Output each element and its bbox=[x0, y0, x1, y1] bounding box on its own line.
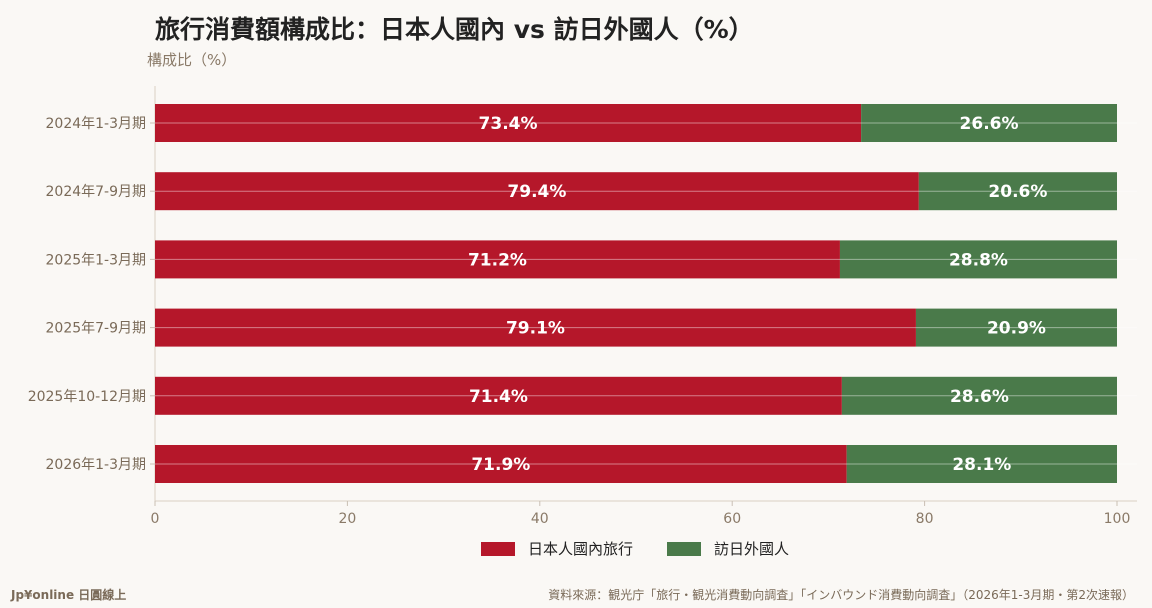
data-label-inbound: 28.8% bbox=[949, 250, 1008, 270]
legend-item-inbound[interactable]: 訪日外國人 bbox=[667, 538, 789, 559]
x-tick-label: 100 bbox=[1104, 511, 1131, 527]
category-label: 2025年10-12月期 bbox=[28, 389, 146, 405]
legend-swatch-inbound bbox=[667, 541, 702, 556]
bar-domestic bbox=[155, 445, 847, 483]
data-label-domestic: 71.2% bbox=[468, 250, 527, 270]
brand-logo-text: Jp¥online 日圓線上 bbox=[11, 588, 127, 602]
bar-domestic bbox=[155, 308, 916, 347]
category-label: 2025年7-9月期 bbox=[46, 321, 147, 337]
x-tick-label: 40 bbox=[531, 511, 549, 527]
chart-title: 旅行消費額構成比：日本人國內 vs 訪日外國人（%） bbox=[155, 15, 754, 44]
data-label-inbound: 28.1% bbox=[952, 455, 1011, 475]
legend-label-domestic: 日本人國內旅行 bbox=[528, 540, 634, 558]
category-label: 2026年1-3月期 bbox=[46, 457, 147, 473]
bar-inbound bbox=[846, 445, 1117, 483]
bar-inbound bbox=[841, 376, 1117, 415]
bar-inbound bbox=[918, 172, 1117, 211]
data-label-domestic: 79.1% bbox=[506, 319, 565, 339]
source-note: 資料來源：観光庁「旅行・観光消費動向調査」「インバウンド消費動向調査」（2026… bbox=[548, 588, 1134, 602]
data-label-inbound: 20.6% bbox=[988, 182, 1047, 202]
data-label-inbound: 28.6% bbox=[950, 387, 1009, 407]
data-label-domestic: 71.4% bbox=[469, 387, 528, 407]
legend: 日本人國內旅行 訪日外國人 bbox=[481, 538, 823, 559]
x-tick-label: 80 bbox=[916, 511, 934, 527]
data-label-inbound: 26.6% bbox=[960, 114, 1019, 134]
y-axis-label: 構成比（%） bbox=[147, 51, 237, 69]
data-label-domestic: 73.4% bbox=[479, 114, 538, 134]
bar-domestic bbox=[155, 172, 919, 211]
legend-item-domestic[interactable]: 日本人國內旅行 bbox=[481, 538, 633, 559]
category-label: 2024年7-9月期 bbox=[46, 184, 147, 200]
legend-label-inbound: 訪日外國人 bbox=[714, 540, 790, 558]
bar-inbound bbox=[915, 308, 1117, 347]
x-tick-label: 0 bbox=[151, 511, 160, 527]
bar-inbound bbox=[861, 104, 1117, 142]
bar-inbound bbox=[839, 240, 1117, 279]
bar-domestic bbox=[155, 240, 840, 279]
data-label-domestic: 79.4% bbox=[507, 182, 566, 202]
data-label-domestic: 71.9% bbox=[471, 455, 530, 475]
legend-swatch-domestic bbox=[481, 541, 515, 556]
bar-domestic bbox=[155, 104, 862, 142]
category-label: 2024年1-3月期 bbox=[46, 116, 147, 132]
x-tick-label: 60 bbox=[723, 511, 741, 527]
bar-domestic bbox=[155, 376, 842, 415]
data-label-inbound: 20.9% bbox=[987, 319, 1046, 339]
x-tick-label: 20 bbox=[338, 511, 356, 527]
category-label: 2025年1-3月期 bbox=[46, 252, 147, 268]
